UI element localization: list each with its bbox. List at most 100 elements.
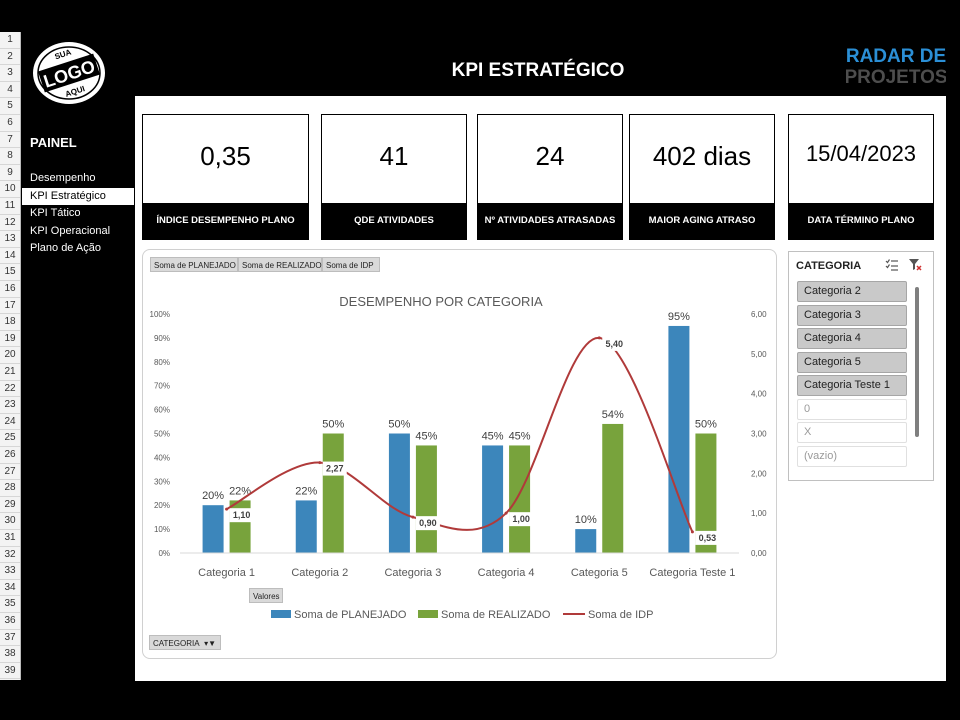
row-number[interactable]: 27: [0, 464, 20, 481]
idp-point: [690, 530, 694, 534]
row-number[interactable]: 26: [0, 447, 20, 464]
row-number[interactable]: 20: [0, 347, 20, 364]
bar-realizado: [509, 445, 531, 553]
idp-label-bg: [509, 512, 534, 527]
svg-text:PROJETOS: PROJETOS: [846, 67, 946, 87]
row-number[interactable]: 32: [0, 547, 20, 564]
kpi-card: 24 Nº ATIVIDADES ATRASADAS: [477, 114, 623, 240]
bar-data-label: 20%: [202, 490, 224, 502]
row-number[interactable]: 30: [0, 513, 20, 530]
idp-data-label: 0,53: [699, 533, 717, 543]
y-left-tick-label: 60%: [154, 406, 170, 415]
svg-text:RADAR DE: RADAR DE: [846, 46, 946, 67]
slicer-item[interactable]: Categoria Teste 1: [797, 375, 907, 396]
row-number[interactable]: 6: [0, 115, 20, 132]
row-number[interactable]: 35: [0, 596, 20, 613]
idp-data-label: 0,90: [419, 518, 437, 528]
slicer-item[interactable]: Categoria 3: [797, 304, 907, 326]
multi-select-icon[interactable]: [885, 258, 899, 272]
row-number[interactable]: 10: [0, 181, 20, 198]
row-number[interactable]: 13: [0, 231, 20, 248]
row-number[interactable]: 11: [0, 198, 20, 215]
idp-point: [504, 511, 508, 515]
idp-data-label: 1,10: [233, 510, 251, 520]
y-left-tick-label: 100%: [150, 310, 170, 319]
idp-point: [225, 507, 229, 511]
row-number[interactable]: 12: [0, 215, 20, 232]
row-number[interactable]: 2: [0, 49, 20, 66]
row-number[interactable]: 4: [0, 82, 20, 99]
bar-planejado: [388, 433, 410, 553]
row-number[interactable]: 17: [0, 298, 20, 315]
kpi-value: 0,35: [200, 141, 251, 171]
row-number[interactable]: 14: [0, 248, 20, 265]
idp-label-bg: [322, 461, 347, 476]
bar-planejado: [202, 505, 224, 553]
y-left-tick-label: 20%: [154, 501, 170, 510]
row-number[interactable]: 16: [0, 281, 20, 298]
row-number[interactable]: 29: [0, 497, 20, 514]
row-number[interactable]: 38: [0, 646, 20, 663]
radar-de-projetos-logo: RADAR DE PROJETOS: [846, 46, 946, 87]
row-number[interactable]: 36: [0, 613, 20, 630]
row-number[interactable]: 18: [0, 314, 20, 331]
sidebar-item-kpi-estrat-gico[interactable]: KPI Estratégico: [22, 188, 134, 205]
kpi-value: 402 dias: [652, 141, 752, 171]
slicer-item[interactable]: Categoria 4: [797, 328, 907, 349]
bar-data-label: 95%: [668, 311, 690, 323]
slicer-item[interactable]: 0: [797, 398, 907, 420]
row-number[interactable]: 31: [0, 530, 20, 547]
row-number[interactable]: 1: [0, 32, 20, 49]
bar-realizado: [695, 433, 717, 553]
row-number[interactable]: 39: [0, 663, 20, 680]
bar-data-label: 45%: [415, 430, 437, 442]
row-number[interactable]: 5: [0, 98, 20, 115]
page-title: KPI ESTRATÉGICO: [451, 60, 625, 81]
row-number[interactable]: 7: [0, 132, 20, 149]
row-number[interactable]: 15: [0, 264, 20, 281]
clear-filter-icon[interactable]: [908, 258, 922, 272]
row-number[interactable]: 24: [0, 414, 20, 431]
category-field-button[interactable]: CATEGORIA ▾▼: [149, 635, 221, 650]
idp-point: [318, 461, 322, 465]
sua-logo-aqui-logo: SUA LOGO AQUI: [33, 42, 105, 104]
row-number[interactable]: 21: [0, 364, 20, 381]
slicer-item[interactable]: X: [797, 422, 907, 443]
y-right-tick-label: 0,00: [751, 549, 767, 558]
slicer-item[interactable]: (vazio): [797, 445, 907, 467]
legend-realizado-label: Soma de REALIZADO: [441, 609, 551, 621]
sidebar-item-plano-de-a-o[interactable]: Plano de Ação: [30, 242, 101, 254]
row-number[interactable]: 19: [0, 331, 20, 348]
legend-planejado-label: Soma de PLANEJADO: [294, 609, 407, 621]
legend-realizado-swatch: [418, 610, 438, 618]
sidebar-item-desempenho[interactable]: Desempenho: [30, 172, 96, 184]
field-button-planejado[interactable]: Soma de PLANEJADO: [150, 257, 238, 272]
sidebar-item-kpi-operacional[interactable]: KPI Operacional: [30, 225, 111, 237]
row-number[interactable]: 23: [0, 397, 20, 414]
y-left-tick-label: 50%: [154, 430, 170, 439]
slicer-item[interactable]: Categoria 5: [797, 351, 907, 373]
row-number[interactable]: 8: [0, 148, 20, 165]
slicer-item[interactable]: Categoria 2: [797, 281, 907, 302]
row-number[interactable]: 25: [0, 430, 20, 447]
row-number[interactable]: 9: [0, 165, 20, 182]
row-number[interactable]: 33: [0, 563, 20, 580]
slicer-scrollbar[interactable]: [915, 287, 919, 437]
y-left-tick-label: 0%: [158, 549, 170, 558]
row-number[interactable]: 3: [0, 65, 20, 82]
kpi-label: DATA TÉRMINO PLANO: [789, 203, 933, 239]
row-number[interactable]: 37: [0, 630, 20, 647]
values-field-button[interactable]: Valores: [249, 588, 283, 603]
legend-planejado-swatch: [271, 610, 291, 618]
idp-label-bg: [695, 530, 720, 545]
kpi-value: 15/04/2023: [805, 141, 917, 166]
field-button-realizado[interactable]: Soma de REALIZADO: [238, 257, 322, 272]
sidebar-item-kpi-t-tico[interactable]: KPI Tático: [30, 207, 81, 219]
row-number[interactable]: 28: [0, 480, 20, 497]
y-right-tick-label: 5,00: [751, 350, 767, 359]
row-number[interactable]: 22: [0, 381, 20, 398]
kpi-label: QDE ATIVIDADES: [322, 203, 466, 239]
row-number[interactable]: 34: [0, 580, 20, 597]
field-button-idp[interactable]: Soma de IDP: [322, 257, 380, 272]
bar-data-label: 50%: [388, 419, 410, 431]
